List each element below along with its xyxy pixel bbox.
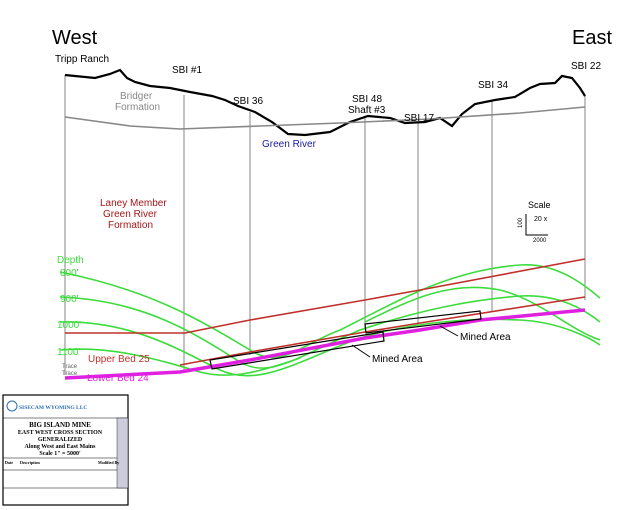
scale-ratio: 20 x bbox=[534, 216, 548, 223]
well-label: SBI 36 bbox=[233, 96, 263, 107]
title-block: SISECAM WYOMING LLC BIG ISLAND MINE EAST… bbox=[2, 394, 129, 506]
well-label: SBI 34 bbox=[478, 80, 508, 91]
title-line: Scale 1" = 5000' bbox=[39, 451, 81, 457]
column-header: Description bbox=[20, 460, 41, 465]
mined-area bbox=[364, 310, 482, 334]
depth-label: 800' bbox=[60, 268, 79, 279]
well-label: SBI 48 bbox=[352, 94, 382, 105]
company: SISECAM WYOMING LLC bbox=[19, 405, 87, 411]
scale-bar bbox=[525, 214, 548, 236]
scale-horizontal: 2000 bbox=[533, 238, 547, 244]
title-line: GENERALIZED bbox=[38, 437, 83, 443]
formation-label: Formation bbox=[115, 102, 160, 113]
column-header: Modified By bbox=[98, 460, 119, 465]
red-lines bbox=[65, 258, 586, 366]
trace-label: Trace bbox=[62, 364, 78, 370]
depth-label: 900' bbox=[60, 294, 79, 305]
depth-label: 1100' bbox=[57, 347, 81, 358]
formation-contact bbox=[64, 106, 586, 130]
west-label: West bbox=[52, 27, 98, 49]
mined-area bbox=[209, 331, 385, 370]
east-label: East bbox=[572, 27, 612, 49]
bed-label: Upper Bed 25 bbox=[88, 354, 150, 365]
formation-label: Green River bbox=[103, 209, 158, 220]
depth-label: 1000' bbox=[57, 320, 81, 331]
scale-vertical: 100 bbox=[518, 217, 524, 228]
formation-label: Green River bbox=[262, 139, 317, 150]
title-line: Along West and East Mains bbox=[25, 444, 97, 450]
leader bbox=[439, 325, 459, 337]
lower-bed bbox=[64, 308, 586, 380]
formation-label: Laney Member bbox=[100, 198, 167, 209]
formation-label: Bridger bbox=[120, 91, 153, 102]
mined-label: Mined Area bbox=[372, 354, 423, 365]
well-label: SBI 22 bbox=[571, 61, 601, 72]
well-label: SBI #1 bbox=[172, 65, 202, 76]
bed-label: Lower Bed 24 bbox=[87, 373, 149, 384]
leader bbox=[351, 344, 371, 358]
title-line: BIG ISLAND MINE bbox=[29, 421, 91, 429]
formation-label: Formation bbox=[108, 220, 153, 231]
well-label: SBI 17 bbox=[404, 113, 434, 124]
scale-title: Scale bbox=[528, 200, 551, 210]
depth-title: Depth bbox=[57, 255, 84, 266]
depth-curves bbox=[59, 264, 601, 377]
well-lines bbox=[64, 75, 586, 375]
column-header: Date bbox=[5, 460, 13, 465]
well-label: Shaft #3 bbox=[348, 105, 386, 116]
well-label: Tripp Ranch bbox=[55, 54, 109, 65]
title-line: EAST WEST CROSS SECTION bbox=[18, 430, 103, 436]
mined-label: Mined Area bbox=[460, 332, 511, 343]
trace-label: Trace bbox=[62, 371, 78, 377]
